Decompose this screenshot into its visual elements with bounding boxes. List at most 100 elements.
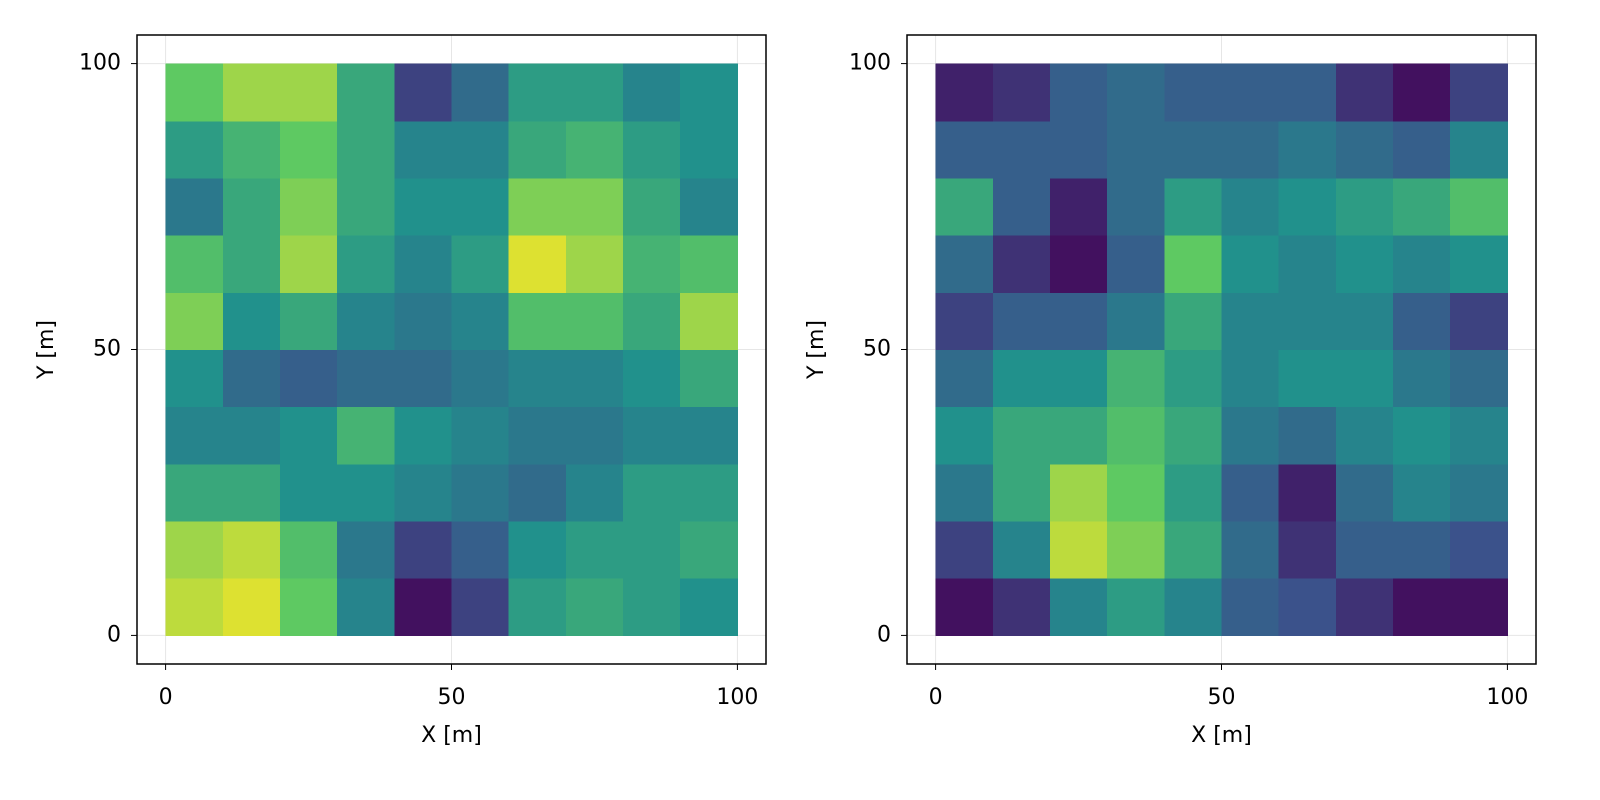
heatmap-cell: [1450, 235, 1508, 293]
heatmap-cell: [1450, 406, 1508, 465]
heatmap-cell: [623, 120, 681, 179]
heatmap-cell: [1393, 463, 1451, 522]
heatmap-cell: [1278, 292, 1337, 350]
heatmap-cell: [1049, 292, 1108, 350]
heatmap-cell: [992, 177, 1051, 236]
heatmap-cell: [623, 349, 681, 408]
heatmap-cell: [1393, 406, 1451, 465]
heatmap-cell: [680, 120, 738, 179]
heatmap-cell: [279, 120, 338, 179]
heatmap-cell: [1393, 120, 1451, 179]
heatmap-cell: [565, 463, 624, 522]
heatmap-cell: [1164, 120, 1222, 179]
y-tick-label: 100: [79, 51, 121, 76]
heatmap-cell: [680, 349, 738, 408]
heatmap-cell: [565, 578, 624, 636]
heatmap-cell: [451, 177, 510, 236]
heatmap-cell: [1221, 177, 1280, 236]
heatmap-cell: [337, 235, 395, 293]
heatmap-cell: [451, 292, 510, 350]
heatmap-cell: [279, 521, 338, 579]
x-axis-label: X [m]: [421, 723, 482, 748]
y-tick-label: 0: [107, 622, 121, 647]
heatmap-cell: [565, 235, 624, 293]
heatmap-cell: [508, 463, 567, 522]
heatmap-cell: [165, 120, 224, 179]
heatmap-cell: [165, 177, 224, 236]
heatmap-cell: [1335, 292, 1394, 350]
x-tick-label: 100: [1486, 685, 1528, 710]
heatmap: [165, 63, 738, 636]
heatmap-cell: [165, 578, 224, 636]
y-axis-label: Y [m]: [804, 320, 829, 380]
heatmap-cell: [1393, 578, 1451, 636]
heatmap-cell: [935, 578, 994, 636]
heatmap-cell: [1164, 63, 1222, 122]
heatmap-cell: [508, 120, 567, 179]
heatmap-cell: [222, 406, 281, 465]
heatmap-cell: [565, 406, 624, 465]
heatmap-cell: [222, 292, 281, 350]
heatmap-cell: [1335, 406, 1394, 465]
heatmap-cell: [1393, 349, 1451, 408]
heatmap-cell: [1393, 177, 1451, 236]
heatmap-cell: [623, 235, 681, 293]
heatmap-cell: [1335, 63, 1394, 122]
heatmap-cell: [1221, 406, 1280, 465]
heatmap-cell: [165, 521, 224, 579]
y-axis-label: Y [m]: [34, 320, 59, 380]
heatmap-cell: [1164, 177, 1222, 236]
heatmap-cell: [992, 406, 1051, 465]
heatmap-cell: [394, 349, 452, 408]
heatmap-cell: [165, 235, 224, 293]
heatmap-cell: [992, 120, 1051, 179]
heatmap-cell: [992, 235, 1051, 293]
heatmap-cell: [1221, 521, 1280, 579]
heatmap-cell: [222, 120, 281, 179]
heatmap-cell: [935, 177, 994, 236]
heatmap-cell: [1049, 463, 1108, 522]
heatmap-cell: [935, 63, 994, 122]
heatmap-cell: [222, 578, 281, 636]
heatmap-cell: [1049, 578, 1108, 636]
heatmap-cell: [279, 406, 338, 465]
heatmap-cell: [1450, 63, 1508, 122]
heatmap-cell: [337, 63, 395, 122]
heatmap-cell: [680, 292, 738, 350]
x-tick-label: 50: [1208, 685, 1236, 710]
heatmap-cell: [451, 120, 510, 179]
heatmap-cell: [992, 463, 1051, 522]
heatmap-cell: [222, 349, 281, 408]
heatmap-cell: [623, 63, 681, 122]
heatmap-cell: [165, 63, 224, 122]
heatmap-cell: [565, 349, 624, 408]
heatmap-cell: [394, 120, 452, 179]
heatmap-cell: [508, 177, 567, 236]
heatmap-cell: [1107, 292, 1165, 350]
heatmap-cell: [1221, 292, 1280, 350]
heatmap-cell: [394, 463, 452, 522]
heatmap-cell: [1164, 463, 1222, 522]
heatmap-cell: [992, 578, 1051, 636]
heatmap-cell: [623, 177, 681, 236]
heatmap-cell: [1107, 406, 1165, 465]
heatmap-cell: [1393, 521, 1451, 579]
heatmap-cell: [1450, 521, 1508, 579]
y-tick-label: 50: [93, 337, 121, 362]
heatmap-cell: [1393, 63, 1451, 122]
heatmap-cell: [935, 235, 994, 293]
heatmap-cell: [508, 521, 567, 579]
heatmap-cell: [165, 406, 224, 465]
heatmap-cell: [935, 406, 994, 465]
heatmap-cell: [1221, 235, 1280, 293]
heatmap-cell: [394, 521, 452, 579]
heatmap-cell: [1049, 120, 1108, 179]
heatmap-cell: [680, 521, 738, 579]
heatmap-cell: [337, 120, 395, 179]
heatmap-cell: [1221, 463, 1280, 522]
heatmap-cell: [1278, 521, 1337, 579]
heatmap-cell: [451, 578, 510, 636]
heatmap-cell: [508, 578, 567, 636]
heatmap-cell: [1393, 235, 1451, 293]
